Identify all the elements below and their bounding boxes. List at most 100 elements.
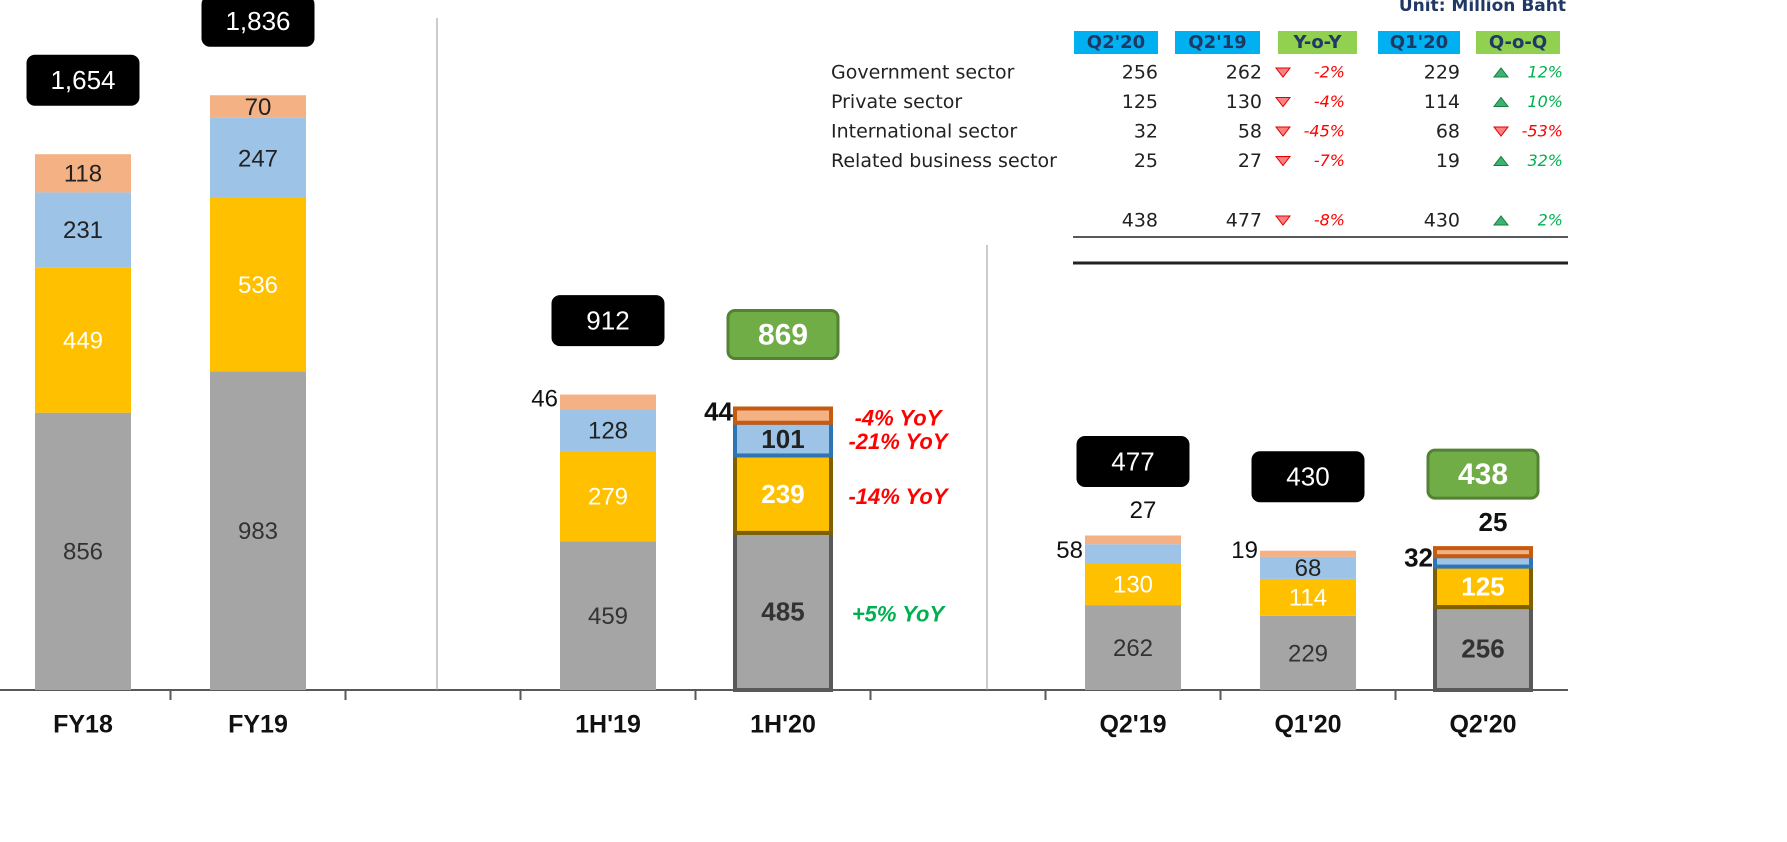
bar-segment: [35, 154, 131, 193]
bar-segment: [35, 267, 131, 413]
bar-segment: [1085, 563, 1181, 606]
cell-value: 477: [1226, 210, 1262, 232]
bar-segment: [560, 394, 656, 410]
x-tick-label: 1H'19: [575, 711, 641, 739]
change-label: 12%: [1527, 63, 1563, 82]
row-label: Related business sector: [831, 150, 1057, 172]
change-label: 2%: [1538, 211, 1563, 230]
segment-label: 27: [1130, 497, 1157, 524]
header-cell: [1074, 31, 1158, 54]
segment-label: 25: [1479, 507, 1508, 537]
bar-segment: [210, 95, 306, 118]
cell-value: 32: [1134, 121, 1158, 143]
segment-label: 128: [588, 418, 628, 445]
cell-value: 125: [1122, 91, 1158, 113]
cell-value: 430: [1424, 210, 1460, 232]
segment-label: 130: [1113, 571, 1153, 598]
down-arrow: [1274, 67, 1292, 78]
total-box: [1426, 448, 1540, 500]
down-arrow: [1492, 126, 1510, 137]
segment-label: 58: [1056, 537, 1083, 564]
cell-value: 229: [1424, 62, 1460, 84]
down-arrow: [1274, 156, 1292, 167]
bar-segment: [35, 412, 131, 690]
header-label: Q2'20: [1087, 32, 1145, 53]
bar-segment: [560, 450, 656, 542]
up-arrow: [1492, 155, 1510, 166]
segment-label: 70: [245, 94, 272, 121]
bar-segment: [1433, 564, 1533, 610]
total-label: 912: [586, 305, 629, 335]
header-cell: [1175, 31, 1260, 54]
total-label: 477: [1111, 446, 1154, 476]
bar-segment: [1085, 544, 1181, 564]
row-label: Government sector: [831, 62, 1015, 84]
change-label: -2%: [1314, 63, 1345, 82]
segment-label: 125: [1461, 572, 1504, 602]
bar-segment: [733, 530, 833, 692]
up-arrow: [1492, 67, 1510, 78]
cell-value: 25: [1134, 150, 1158, 172]
bar-segment: [1085, 605, 1181, 690]
segment-label: 485: [761, 596, 804, 626]
x-tick-label: FY18: [53, 711, 113, 739]
yoy-annotation: -21% YoY: [848, 429, 949, 454]
cell-value: 262: [1226, 62, 1262, 84]
bar-segment: [560, 541, 656, 690]
total-box: [1076, 435, 1190, 487]
total-box: [1251, 451, 1365, 503]
header-cell: [1378, 31, 1460, 54]
change-label: -53%: [1522, 122, 1563, 141]
cell-value: 58: [1238, 121, 1262, 143]
segment-label: 101: [761, 424, 804, 454]
header-cell: [1278, 31, 1357, 54]
bar-segment: [1260, 550, 1356, 557]
cell-value: 114: [1424, 91, 1460, 113]
bar-segment: [35, 192, 131, 268]
cell-value: 130: [1226, 91, 1262, 113]
segment-label: 856: [63, 539, 103, 566]
total-label: 1,654: [50, 65, 115, 95]
bar-segment: [733, 420, 833, 458]
unit-label: Unit: Million Baht: [1399, 0, 1566, 16]
change-label: -4%: [1314, 92, 1345, 111]
segment-label: 256: [1461, 633, 1504, 663]
total-label: 869: [758, 318, 808, 351]
segment-label: 262: [1113, 635, 1153, 662]
header-label: Q-o-Q: [1489, 32, 1547, 53]
segment-label: 32: [1404, 542, 1433, 572]
segment-label: 983: [238, 518, 278, 545]
bar-segment: [1433, 605, 1533, 693]
header-cell: [1476, 31, 1560, 54]
segment-label: 44: [704, 396, 733, 426]
segment-label: 46: [531, 385, 558, 412]
total-box: [551, 295, 665, 347]
total-box: [26, 54, 140, 106]
header-label: Q2'19: [1188, 32, 1246, 53]
x-tick-label: Q1'20: [1274, 711, 1341, 739]
total-label: 438: [1458, 458, 1508, 491]
bar-segment: [1433, 546, 1533, 559]
segment-label: 536: [238, 272, 278, 299]
bar-segment: [733, 453, 833, 535]
bar-segment: [210, 117, 306, 198]
down-arrow: [1274, 126, 1292, 137]
down-arrow: [1274, 215, 1292, 226]
change-label: -45%: [1304, 122, 1345, 141]
change-label: -7%: [1314, 151, 1345, 170]
segment-label: 68: [1295, 555, 1322, 582]
down-arrow: [1274, 97, 1292, 108]
up-arrow: [1492, 96, 1510, 107]
segment-label: 114: [1289, 585, 1327, 612]
change-label: 32%: [1527, 151, 1563, 170]
row-label: Private sector: [831, 91, 962, 113]
yoy-annotation: +5% YoY: [852, 601, 947, 626]
yoy-annotation: -14% YoY: [848, 484, 949, 509]
cell-value: 438: [1122, 210, 1158, 232]
segment-label: 459: [588, 603, 628, 630]
yoy-annotation: -4% YoY: [855, 405, 944, 430]
total-label: 430: [1286, 462, 1329, 492]
segment-label: 279: [588, 483, 628, 510]
bar-segment: [1085, 535, 1181, 545]
